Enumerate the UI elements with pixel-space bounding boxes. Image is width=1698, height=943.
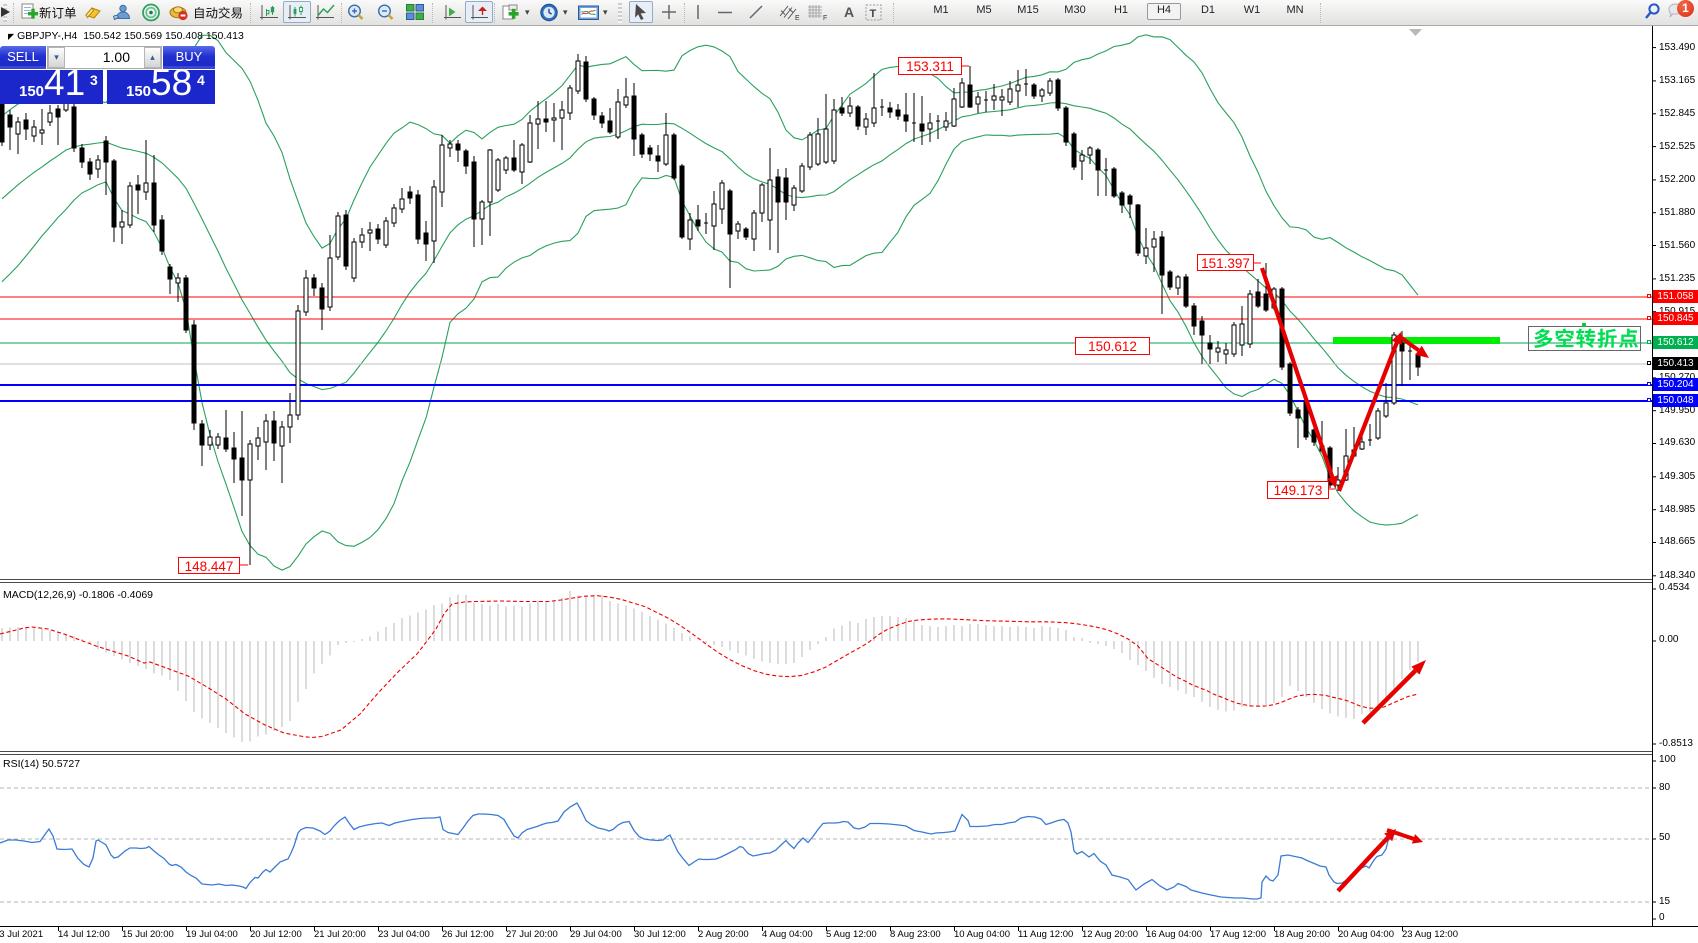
svg-text:E: E [795, 15, 800, 21]
svg-text:T: T [870, 8, 877, 20]
svg-text:F: F [823, 15, 827, 21]
